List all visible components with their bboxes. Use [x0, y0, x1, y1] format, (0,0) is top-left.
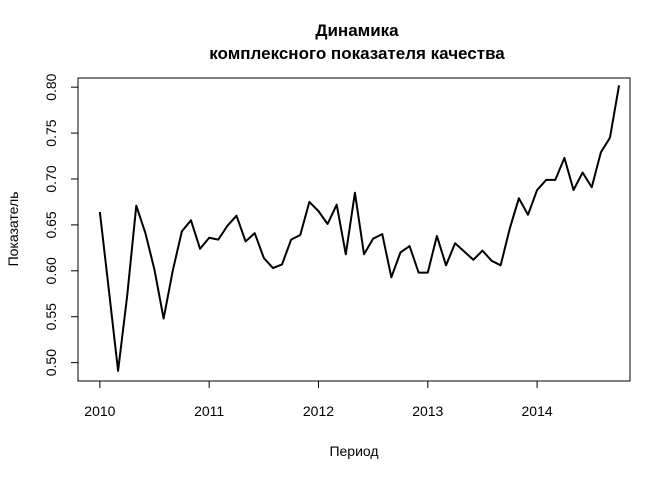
y-axis: 0.50 0.55 0.60 0.65 0.70 0.75 0.80 — [43, 73, 78, 376]
x-tick-label: 2012 — [303, 403, 334, 419]
x-axis-label: Период — [329, 443, 378, 459]
chart-title-line-1: Динамика — [315, 21, 399, 40]
x-tick-label: 2014 — [522, 403, 553, 419]
plot-frame — [77, 77, 631, 382]
y-tick-label: 0.55 — [43, 303, 59, 330]
x-tick-label: 2011 — [194, 403, 224, 419]
y-tick-label: 0.70 — [43, 165, 59, 192]
y-tick-label: 0.80 — [43, 73, 59, 100]
y-axis-label: Показатель — [5, 192, 21, 267]
chart-title-line-2: комплексного показателя качества — [209, 44, 505, 63]
y-tick-label: 0.60 — [43, 257, 59, 284]
x-tick-label: 2010 — [84, 403, 115, 419]
x-axis: 2010 2011 2012 2013 2014 — [84, 381, 553, 419]
y-tick-label: 0.50 — [43, 349, 59, 376]
y-tick-label: 0.65 — [43, 211, 59, 238]
y-tick-label: 0.75 — [43, 119, 59, 146]
series-line — [98, 85, 621, 372]
x-tick-label: 2013 — [412, 403, 443, 419]
